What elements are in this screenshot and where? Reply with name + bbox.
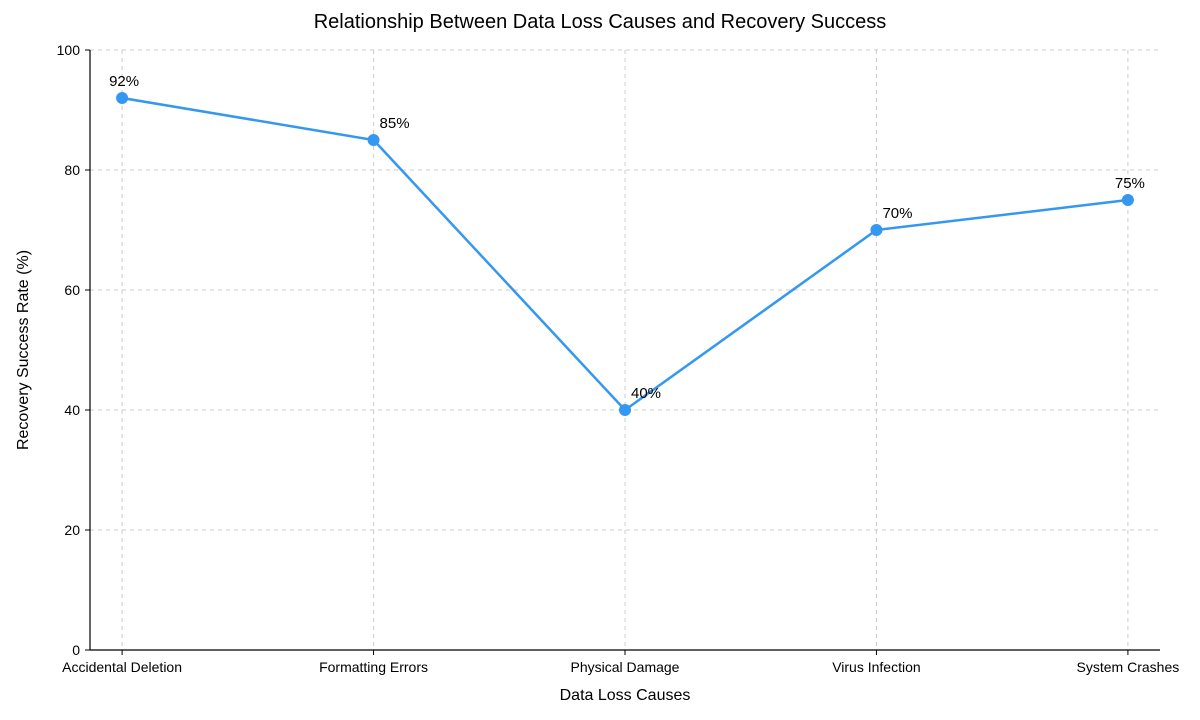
chart-container: Relationship Between Data Loss Causes an… bbox=[0, 0, 1200, 720]
y-tick-label: 0 bbox=[72, 642, 80, 658]
data-label: 70% bbox=[882, 205, 912, 222]
x-tick-label: Physical Damage bbox=[571, 659, 680, 675]
data-label: 40% bbox=[631, 385, 661, 402]
line-chart-svg: Relationship Between Data Loss Causes an… bbox=[0, 0, 1200, 720]
x-axis-label: Data Loss Causes bbox=[560, 687, 691, 704]
data-marker bbox=[870, 224, 882, 236]
x-tick-label: System Crashes bbox=[1077, 659, 1180, 675]
y-tick-label: 100 bbox=[57, 42, 81, 58]
x-tick-label: Formatting Errors bbox=[319, 659, 428, 675]
data-marker bbox=[1122, 194, 1134, 206]
data-marker bbox=[116, 92, 128, 104]
y-tick-label: 40 bbox=[64, 402, 80, 418]
y-axis-label: Recovery Success Rate (%) bbox=[15, 250, 32, 450]
data-label: 75% bbox=[1115, 175, 1145, 192]
data-label: 92% bbox=[109, 73, 139, 90]
data-label: 85% bbox=[380, 115, 410, 132]
y-tick-label: 80 bbox=[64, 162, 80, 178]
y-tick-label: 60 bbox=[64, 282, 80, 298]
data-marker bbox=[368, 134, 380, 146]
y-tick-label: 20 bbox=[64, 522, 80, 538]
data-marker bbox=[619, 404, 631, 416]
x-tick-label: Accidental Deletion bbox=[62, 659, 182, 675]
chart-title: Relationship Between Data Loss Causes an… bbox=[314, 11, 887, 33]
x-tick-label: Virus Infection bbox=[832, 659, 920, 675]
